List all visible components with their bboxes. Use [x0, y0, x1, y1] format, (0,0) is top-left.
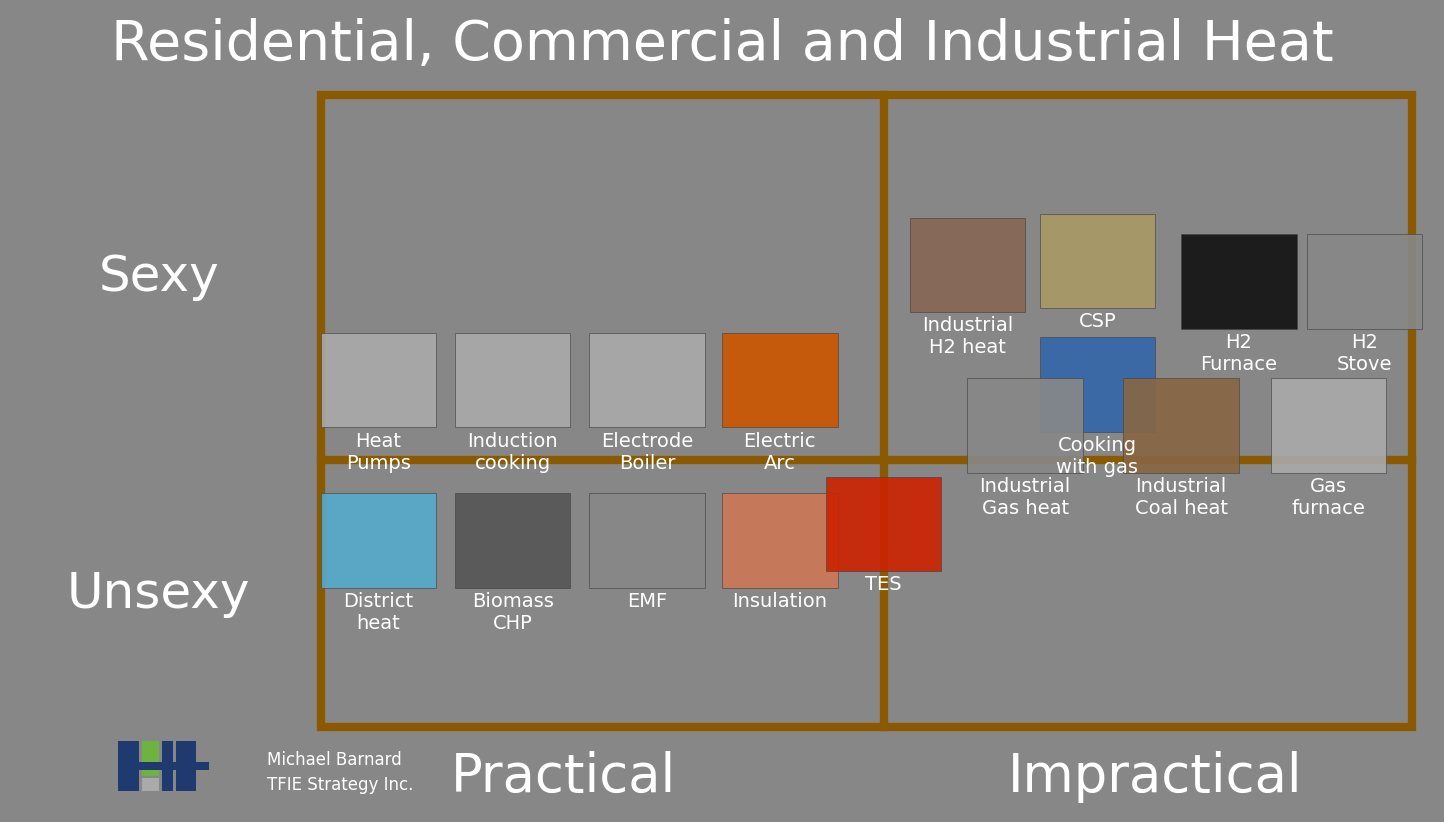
Text: Insulation: Insulation	[732, 592, 827, 611]
Text: Industrial
Gas heat: Industrial Gas heat	[979, 477, 1071, 518]
Bar	[321, 493, 436, 588]
Bar	[1307, 234, 1422, 329]
Text: TES: TES	[865, 575, 902, 594]
Text: Michael Barnard
TFIE Strategy Inc.: Michael Barnard TFIE Strategy Inc.	[267, 751, 413, 794]
Bar	[162, 741, 173, 791]
Text: Sexy: Sexy	[98, 253, 219, 302]
Bar	[455, 333, 570, 427]
Bar	[967, 378, 1083, 473]
Text: CSP: CSP	[1079, 312, 1116, 331]
Text: H2
Stove: H2 Stove	[1337, 333, 1392, 374]
Bar	[722, 333, 838, 427]
Bar	[118, 741, 139, 791]
Bar	[589, 333, 705, 427]
Bar	[1271, 378, 1386, 473]
Bar	[321, 333, 436, 427]
Bar	[589, 493, 705, 588]
Bar	[1040, 214, 1155, 308]
Text: Induction
cooking: Induction cooking	[468, 432, 557, 473]
Bar	[142, 741, 159, 776]
Text: Electrode
Boiler: Electrode Boiler	[601, 432, 693, 473]
Text: Industrial
H2 heat: Industrial H2 heat	[921, 316, 1014, 358]
Text: Residential, Commercial and Industrial Heat: Residential, Commercial and Industrial H…	[111, 18, 1333, 72]
Text: Unsexy: Unsexy	[66, 570, 251, 618]
Bar	[321, 95, 1412, 727]
Bar	[722, 493, 838, 588]
Text: Biomass
CHP: Biomass CHP	[472, 592, 553, 633]
Bar	[1181, 234, 1297, 329]
Text: Impractical: Impractical	[1008, 750, 1302, 803]
Bar	[142, 778, 159, 791]
Text: District
heat: District heat	[344, 592, 413, 633]
Text: Gas
furnace: Gas furnace	[1291, 477, 1366, 518]
Bar	[455, 493, 570, 588]
Text: Heat
Pumps: Heat Pumps	[347, 432, 410, 473]
Text: Practical: Practical	[451, 750, 676, 803]
Text: Cooking
with gas: Cooking with gas	[1057, 436, 1138, 477]
Text: Industrial
Coal heat: Industrial Coal heat	[1135, 477, 1227, 518]
Bar	[1040, 337, 1155, 432]
Bar	[176, 741, 196, 791]
Bar	[826, 477, 941, 571]
Bar	[910, 218, 1025, 312]
Bar	[118, 762, 209, 770]
Text: Electric
Arc: Electric Arc	[744, 432, 816, 473]
Text: H2
Furnace: H2 Furnace	[1200, 333, 1278, 374]
Bar	[1123, 378, 1239, 473]
Text: EMF: EMF	[627, 592, 667, 611]
